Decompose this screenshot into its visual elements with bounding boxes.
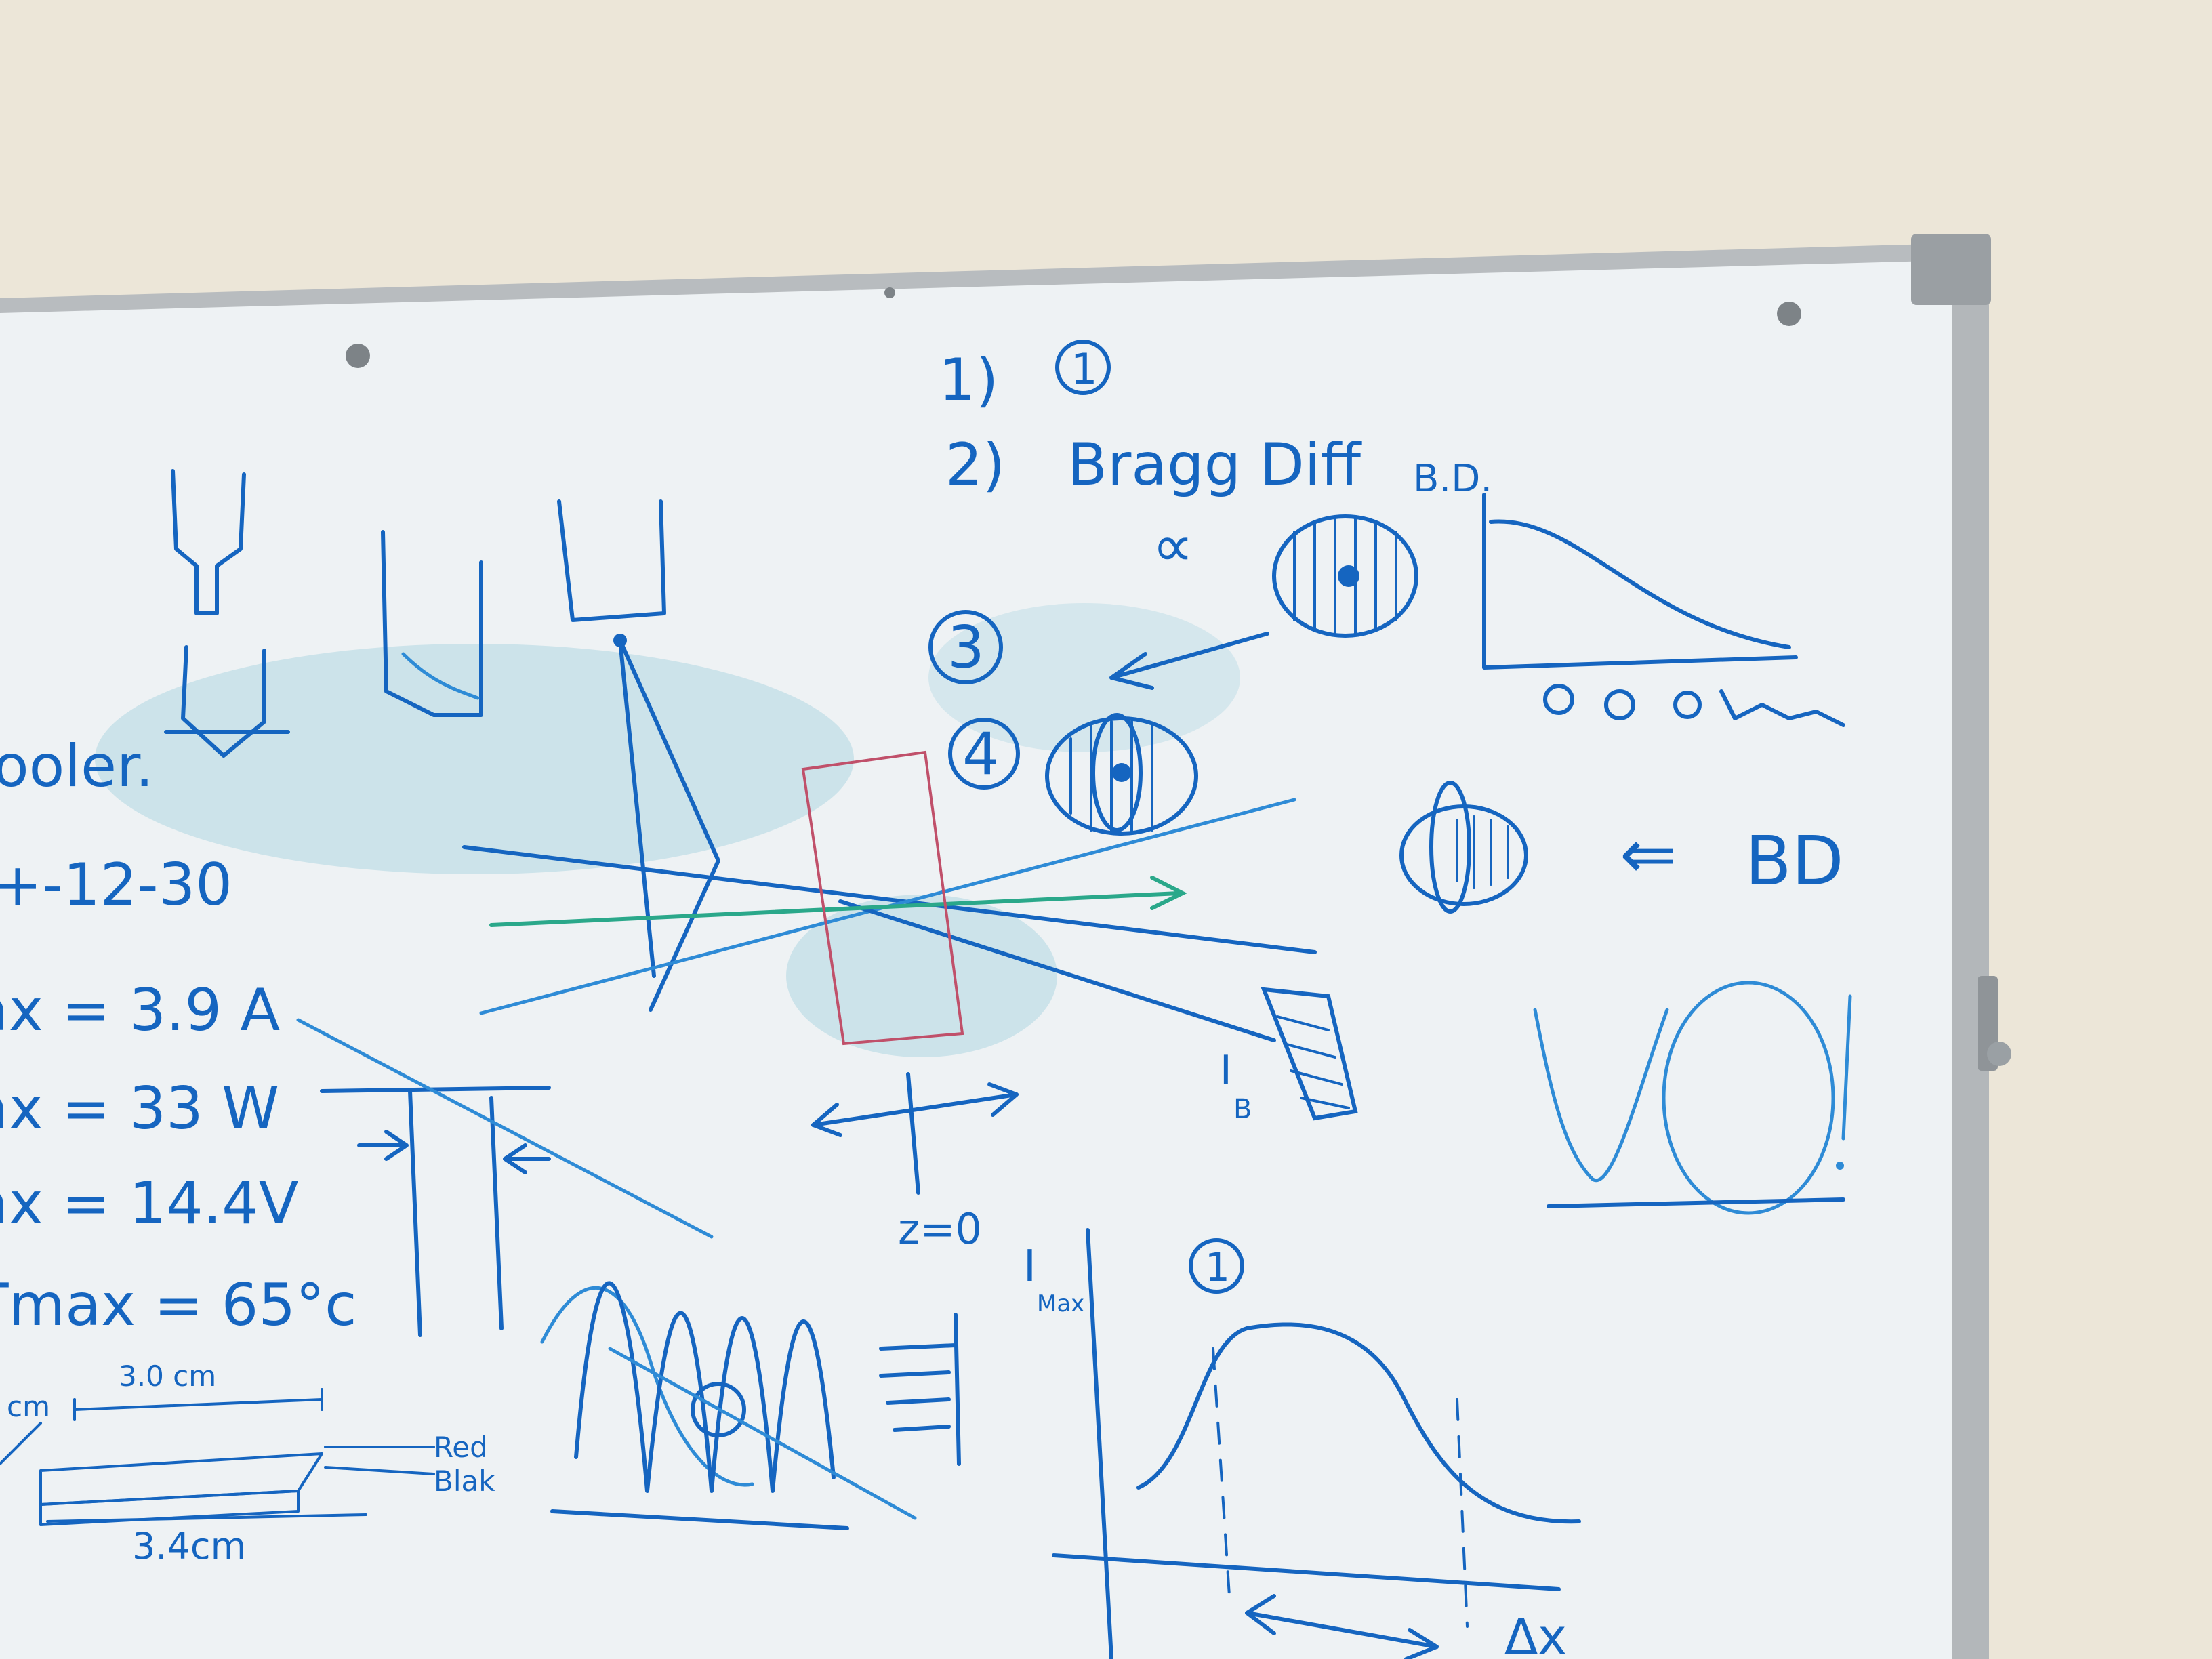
- delta-x-label: Δx: [1504, 1608, 1567, 1659]
- intensity-plateau-graph: [1052, 1228, 1581, 1659]
- circled-number-1: 1: [1071, 344, 1097, 394]
- list-item-3: 3: [947, 614, 985, 682]
- whiteboard: [0, 252, 1965, 1659]
- screw: [1777, 302, 1801, 326]
- imax-axis-label: I: [1023, 1242, 1036, 1292]
- dim-cm: cm: [7, 1390, 50, 1423]
- spec-imax: ax = 3.9 A: [0, 977, 280, 1044]
- circled-number-outline: [928, 610, 1003, 684]
- ib-label: I: [1220, 1047, 1232, 1094]
- partial-hatched-spot: [1399, 781, 1528, 914]
- bragg-diff-label: Bragg Diff: [1067, 431, 1362, 499]
- wire-black-label: Blak: [434, 1465, 495, 1498]
- screw: [884, 287, 895, 298]
- tec-module-drawing: [0, 1388, 435, 1526]
- bd-decay-curve: [1489, 519, 1791, 649]
- circled-number-1b: 1: [1205, 1244, 1230, 1290]
- cooler-label: ooler.: [0, 733, 154, 800]
- hatched-beam-spot: [1272, 514, 1418, 638]
- bd-axis-label: B.D.: [1413, 457, 1492, 501]
- whiteboard-frame-top: [0, 244, 1931, 313]
- refraction-sketch: [296, 1018, 714, 1337]
- eraser-smudge: [786, 895, 1057, 1057]
- spec-pmax: ax = 33 W: [0, 1075, 279, 1143]
- circled-number-outline: [948, 718, 1020, 790]
- red-crystal-outline: [801, 750, 964, 1046]
- ib-subscript: B: [1233, 1094, 1252, 1125]
- screw: [346, 344, 370, 368]
- whiteboard-frame-right: [1952, 236, 1989, 1659]
- proportional-symbol: ∝: [1152, 512, 1193, 580]
- arrow-to-3: [1109, 632, 1269, 690]
- detector-block: [1261, 987, 1358, 1121]
- part-number: +-12-30: [0, 851, 232, 919]
- dim-3-4-cm: 3.4cm: [132, 1525, 246, 1568]
- list-item-2: 2): [945, 431, 1005, 499]
- bd-axis-dots: [1543, 684, 1845, 727]
- green-beam: [489, 891, 1181, 927]
- z0-label: z=0: [898, 1204, 982, 1254]
- beam-diagram: [462, 634, 1358, 1121]
- pipette-sketches: [164, 469, 666, 758]
- z0-axes: [811, 1072, 1019, 1195]
- bd-label: BD: [1745, 821, 1844, 901]
- spec-tmax: Tmax = 65°c: [0, 1271, 356, 1339]
- oscillation-sketch: [540, 1281, 961, 1530]
- dim-3-0-cm: 3.0 cm: [119, 1359, 216, 1393]
- hatched-beam-spot: [1045, 713, 1198, 836]
- frame-knob: [1987, 1042, 2011, 1066]
- spec-vmax: ax = 14.4V: [0, 1170, 299, 1237]
- imax-axis-subscript: Max: [1037, 1290, 1084, 1317]
- circled-number-outline: [1189, 1238, 1244, 1294]
- eraser-smudge: [928, 603, 1240, 752]
- wire-red-label: Red: [434, 1431, 488, 1464]
- frame-corner-bracket: [1911, 234, 1991, 305]
- eraser-smudge: [95, 644, 854, 874]
- bd-graph-axes: [1482, 493, 1798, 670]
- circled-number-outline: [1055, 340, 1111, 395]
- list-item-1: 1): [939, 346, 998, 414]
- no-scribble: [1533, 981, 1852, 1215]
- bd-double-arrow: ⇐: [1620, 815, 1677, 894]
- list-item-4: 4: [962, 720, 1000, 788]
